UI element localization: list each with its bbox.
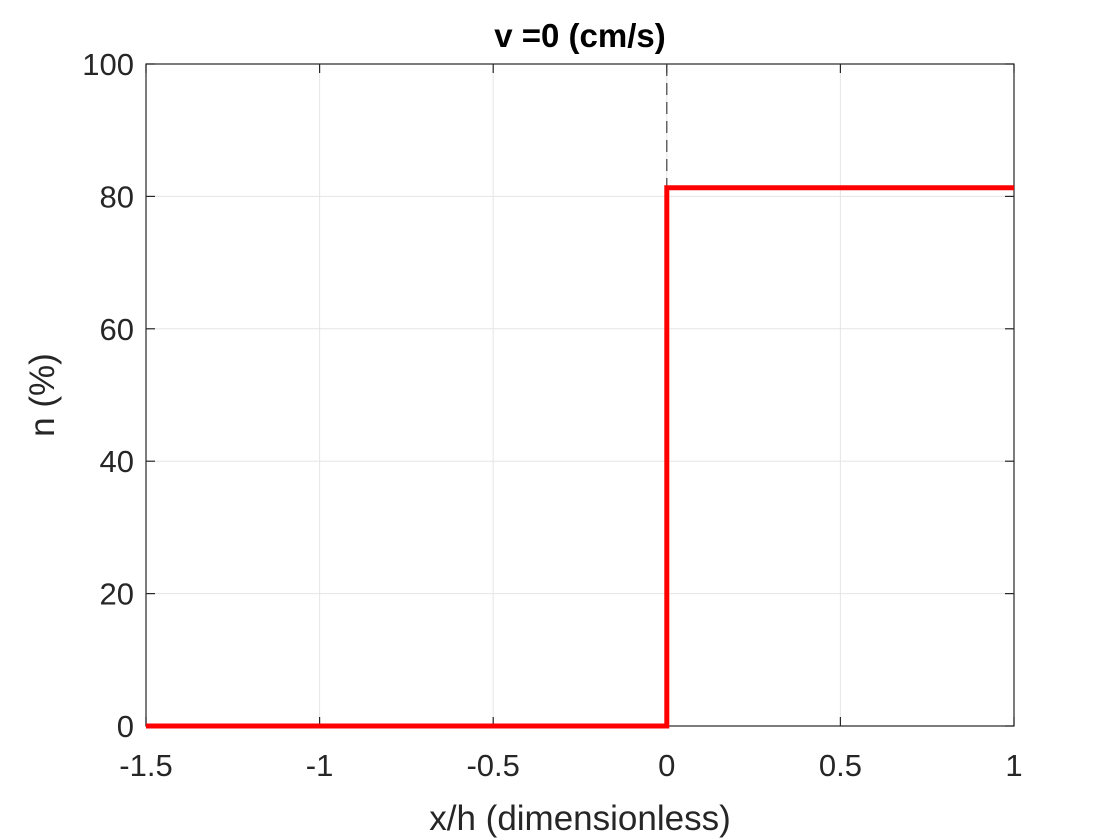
y-tick-label: 100 bbox=[82, 47, 134, 82]
y-tick-label: 80 bbox=[100, 179, 134, 214]
y-tick-labels: 0 20 40 60 80 100 bbox=[82, 47, 134, 744]
chart-title: v =0 (cm/s) bbox=[494, 17, 666, 54]
x-tick-label: 1 bbox=[1005, 748, 1022, 783]
x-tick-label: -1.5 bbox=[119, 748, 172, 783]
y-tick-label: 60 bbox=[100, 312, 134, 347]
x-tick-label: 0.5 bbox=[819, 748, 862, 783]
x-tick-labels: -1.5 -1 -0.5 0 0.5 1 bbox=[119, 748, 1022, 783]
x-tick-label: -0.5 bbox=[466, 748, 519, 783]
series-line bbox=[146, 185, 1014, 729]
x-axis-label: x/h (dimensionless) bbox=[429, 799, 731, 838]
y-axis-label: n (%) bbox=[23, 353, 62, 437]
x-tick-label: 0 bbox=[658, 748, 675, 783]
tick-marks bbox=[145, 63, 1015, 727]
y-tick-label: 40 bbox=[100, 444, 134, 479]
grid bbox=[145, 63, 1015, 727]
plot-area bbox=[145, 63, 1015, 727]
x-tick-label: -1 bbox=[306, 748, 334, 783]
y-tick-label: 20 bbox=[100, 577, 134, 612]
y-tick-label: 0 bbox=[117, 709, 134, 744]
series-group bbox=[146, 185, 1014, 729]
